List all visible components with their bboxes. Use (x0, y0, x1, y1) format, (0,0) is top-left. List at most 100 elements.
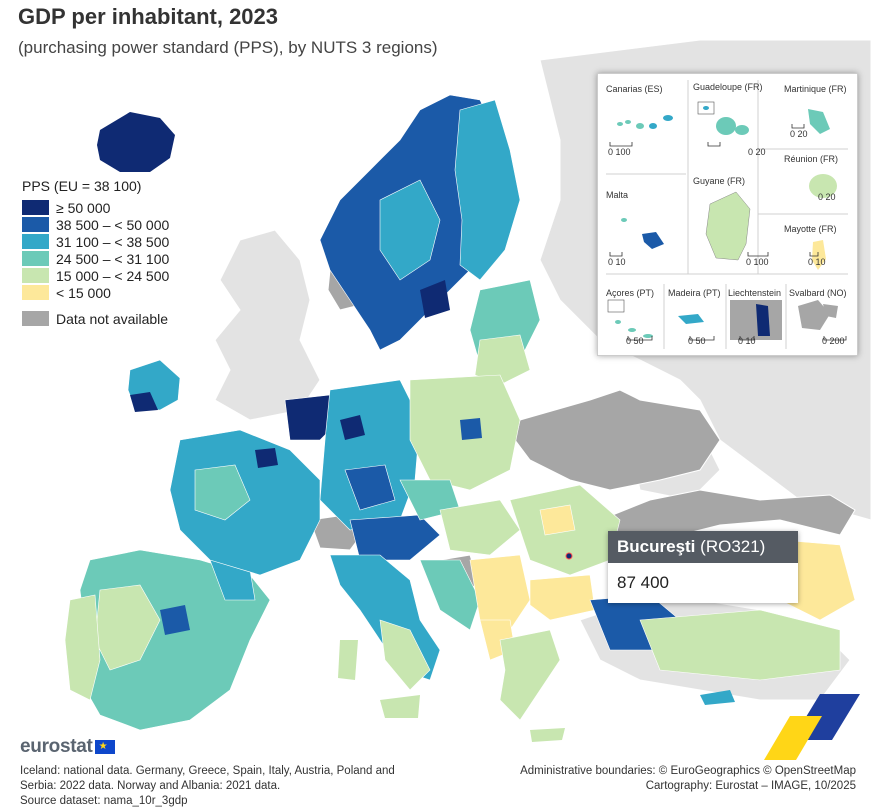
legend: PPS (EU = 38 100) ≥ 50 000 38 500 – < 50… (22, 178, 169, 327)
inset-label-madeira: Madeira (PT) (668, 288, 721, 298)
acores-islands (607, 299, 653, 338)
legend-title: PPS (EU = 38 100) (22, 178, 142, 194)
legend-swatch (22, 217, 49, 232)
bulgaria-region[interactable] (529, 574, 596, 621)
greece-region[interactable] (499, 629, 561, 721)
tooltip-value: 87 400 (617, 573, 669, 592)
inset-label-reunion: Réunion (FR) (784, 154, 839, 164)
inset-label-mayotte: Mayotte (FR) (784, 224, 837, 234)
legend-label: 15 000 – < 24 500 (56, 267, 170, 284)
scale-liechtenstein: 0 10 (738, 336, 756, 346)
legend-swatch (22, 200, 49, 215)
mayotte-island (812, 240, 826, 270)
legend-label: 38 500 – < 50 000 (56, 216, 170, 233)
canarias-islands (617, 115, 673, 129)
crete-region[interactable] (530, 728, 565, 742)
austria-region[interactable] (349, 514, 441, 561)
germany-south-region[interactable] (344, 464, 396, 511)
tooltip-region-code: (RO321) (700, 537, 766, 556)
legend-label: 31 100 – < 38 500 (56, 233, 170, 250)
legend-item-no-data[interactable]: Data not available (22, 310, 169, 327)
madeira-island (678, 314, 704, 324)
bucuresti-region[interactable] (565, 552, 573, 560)
footnotes: Iceland: national data. Germany, Greece,… (20, 764, 440, 809)
scale-acores: 0 50 (626, 336, 644, 346)
legend-swatch (22, 311, 49, 326)
romania-north-region[interactable] (539, 504, 576, 536)
martinique-island (808, 109, 830, 134)
scale-reunion: 0 20 (818, 192, 836, 202)
footnote-line: Serbia: 2022 data. Norway and Albania: 2… (20, 780, 281, 792)
eurostat-logo[interactable]: eurostat ★ (20, 736, 115, 758)
ireland-south-region[interactable] (130, 392, 158, 412)
legend-item[interactable]: 15 000 – < 24 500 (22, 267, 169, 284)
inset-panel: Canarias (ES) Guadeloupe (FR) Martinique… (597, 73, 858, 356)
sicily-region[interactable] (380, 695, 420, 718)
legend-item[interactable]: ≥ 50 000 (22, 199, 169, 216)
chevron-yellow-icon (764, 716, 822, 760)
map-title: GDP per inhabitant, 2023 (18, 4, 279, 29)
scale-svalbard: 0 200 (822, 336, 845, 346)
serbia-region[interactable] (469, 554, 531, 631)
sardinia-region[interactable] (338, 640, 358, 680)
croatia-region[interactable] (419, 559, 481, 631)
reunion-island (809, 174, 837, 198)
scale-guyane: 0 100 (746, 257, 769, 267)
tooltip-region-name: Bucureşti (617, 537, 696, 556)
malta-islands (621, 218, 664, 249)
germany-region[interactable] (319, 379, 421, 531)
region-tooltip: Bucureşti (RO321) 87 400 (608, 531, 798, 603)
inset-maps (606, 80, 848, 349)
brand-wordmark: eurostat (20, 736, 93, 757)
legend-swatch (22, 268, 49, 283)
footnote-source: Source dataset: nama_10r_3gdp (20, 795, 188, 807)
iceland-region[interactable] (97, 112, 175, 172)
legend-label: 24 500 – < 31 100 (56, 250, 170, 267)
legend-item[interactable]: < 15 000 (22, 284, 169, 301)
italy-south-region[interactable] (379, 619, 431, 691)
svalbard-islands (798, 300, 838, 330)
cyprus-region[interactable] (700, 690, 735, 705)
footnote-line: Iceland: national data. Germany, Greece,… (20, 765, 395, 777)
inset-label-martinique: Martinique (FR) (784, 84, 847, 94)
inset-label-guyane: Guyane (FR) (693, 176, 746, 186)
inset-label-guadeloupe: Guadeloupe (FR) (693, 82, 763, 92)
inset-label-acores: Açores (PT) (606, 288, 655, 298)
legend-label: Data not available (56, 310, 169, 327)
oslo-region[interactable] (420, 280, 450, 318)
eu-flag-icon: ★ (94, 740, 115, 754)
liechtenstein-territory (730, 300, 782, 340)
inset-label-liechtenstein: Liechtenstein (728, 288, 782, 298)
sweden-central-region[interactable] (379, 179, 441, 281)
legend-swatch (22, 251, 49, 266)
legend-swatch (22, 234, 49, 249)
lithuania-region[interactable] (474, 334, 531, 386)
legend-label: < 15 000 (56, 284, 111, 301)
france-west-region[interactable] (194, 464, 251, 521)
legend-swatch (22, 285, 49, 300)
legend-item[interactable]: 38 500 – < 50 000 (22, 216, 169, 233)
scale-mayotte: 0 10 (808, 257, 826, 267)
germany-north-hub-region[interactable] (340, 415, 365, 440)
inset-label-malta: Malta (606, 190, 629, 200)
inset-label-svalbard: Svalbard (NO) (789, 288, 847, 298)
scale-martinique: 0 20 (790, 129, 808, 139)
scale-guadeloupe: 0 20 (748, 147, 766, 157)
paris-region[interactable] (255, 448, 278, 468)
finland-region[interactable] (454, 99, 521, 281)
legend-label: ≥ 50 000 (56, 199, 111, 216)
inset-label-canarias: Canarias (ES) (606, 84, 663, 94)
scale-canarias: 0 100 (608, 147, 631, 157)
madrid-region[interactable] (160, 605, 190, 635)
scale-malta: 0 10 (608, 257, 626, 267)
legend-item[interactable]: 31 100 – < 38 500 (22, 233, 169, 250)
belarus-region (514, 389, 721, 491)
legend-item[interactable]: 24 500 – < 31 100 (22, 250, 169, 267)
guyane-territory (705, 191, 751, 261)
turkey-region[interactable] (639, 609, 841, 681)
warsaw-region[interactable] (460, 418, 482, 440)
map-subtitle: (purchasing power standard (PPS), by NUT… (18, 38, 438, 57)
hungary-region[interactable] (439, 499, 521, 556)
portugal-region[interactable] (64, 594, 101, 701)
tooltip-header: Bucureşti (RO321) (608, 531, 798, 563)
